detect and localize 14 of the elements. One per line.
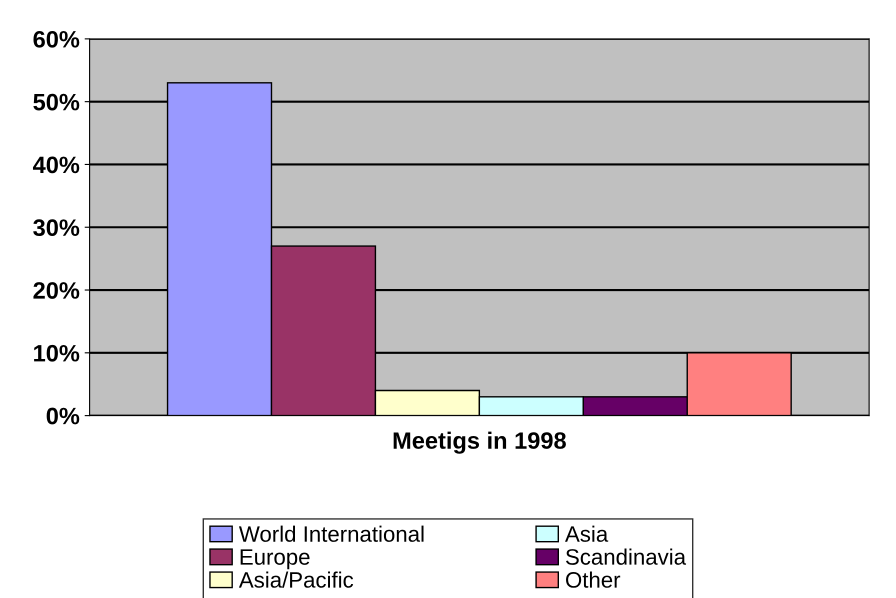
x-axis-title: Meetigs in 1998 [394, 432, 566, 454]
legend-label: Europe [240, 549, 310, 570]
legend-label: Asia [565, 526, 608, 542]
y-tick-label: 0% [46, 408, 80, 424]
y-tick-label: 20% [33, 282, 80, 299]
y-tick-label: 60% [33, 30, 80, 48]
legend-label: World International [238, 526, 424, 542]
legend-label: Asia/Pacific [238, 571, 354, 588]
legend-label: Scandinavia [566, 548, 686, 565]
y-tick-label: 30% [33, 219, 80, 236]
y-tick-label: 50% [33, 94, 80, 110]
y-tick-label: 10% [34, 344, 80, 362]
legend-label: Other [566, 571, 620, 588]
y-tick-label: 40% [32, 156, 80, 174]
